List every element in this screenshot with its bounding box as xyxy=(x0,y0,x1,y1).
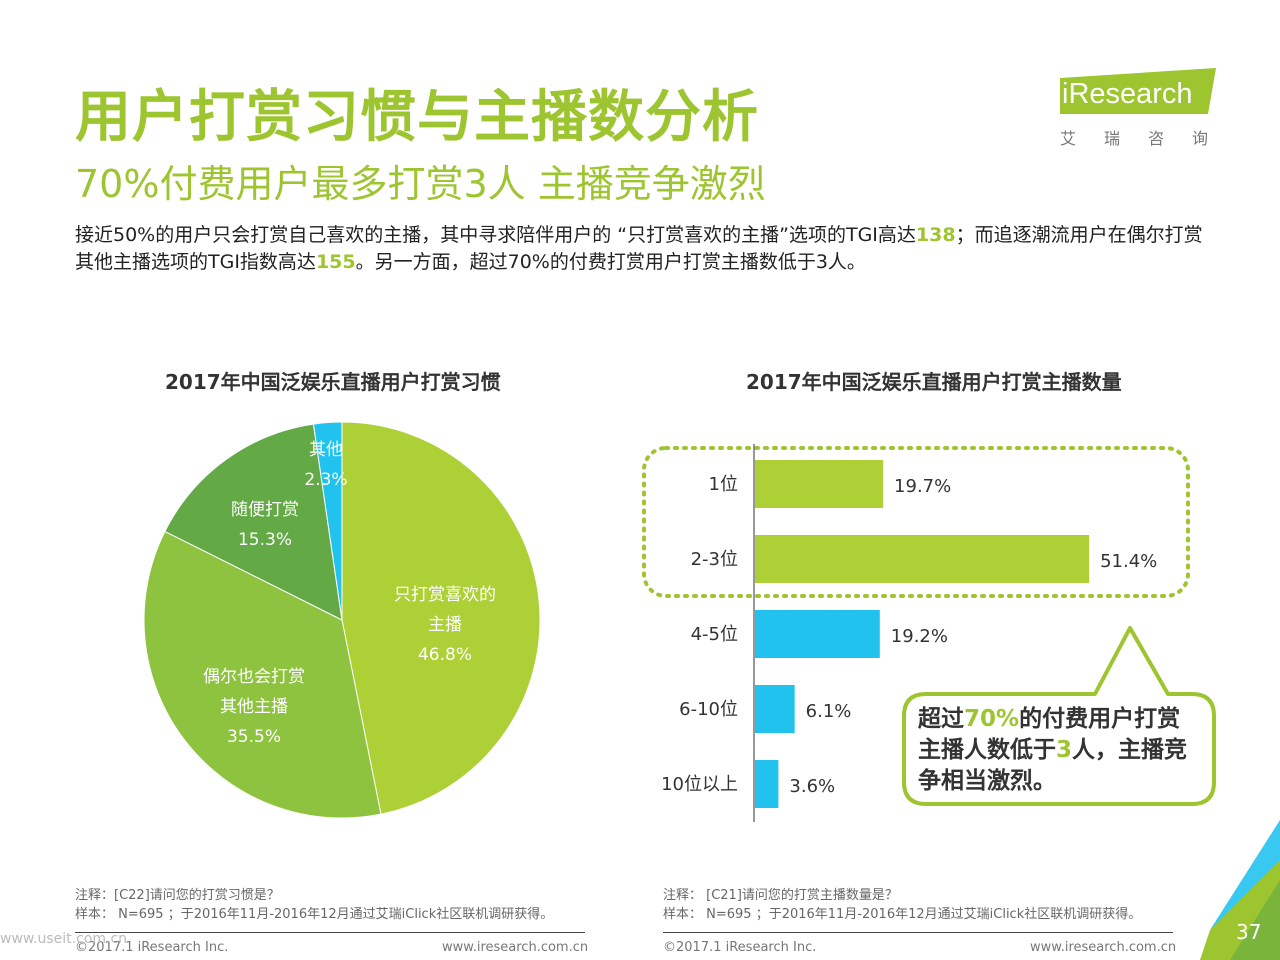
bar xyxy=(755,610,880,658)
corner-decoration xyxy=(1200,820,1280,960)
value-label: 3.6% xyxy=(789,776,835,797)
iresearch-logo xyxy=(1060,68,1216,114)
pie-slice-label: 主播 xyxy=(428,615,462,635)
copyright: ©2017.1 iResearch Inc. xyxy=(663,940,817,955)
pie-slice xyxy=(143,530,382,819)
note-left: 注释：[C22]请问您的打赏习惯是？ 样本： N=695 ；于2016年11月-… xyxy=(75,886,553,924)
pie-slice-label: 其他主播 xyxy=(220,697,288,717)
bar xyxy=(755,685,795,733)
pie-slice xyxy=(312,421,343,621)
pie-slice-label: 只打赏喜欢的 xyxy=(394,585,496,605)
summary-text: 接近50%的用户只会打赏自己喜欢的主播，其中寻求陪伴用户的 “只打赏喜欢的主播”… xyxy=(75,224,1203,273)
tgi-value-1: 138 xyxy=(915,224,956,246)
page-title: 用户打赏习惯与主播数分析 xyxy=(75,85,759,150)
category-label: 10位以上 xyxy=(661,774,738,795)
note-question: 注释：[C22]请问您的打赏习惯是？ xyxy=(75,888,280,903)
category-label: 1位 xyxy=(709,474,738,495)
bar-chart-title: 2017年中国泛娱乐直播用户打赏主播数量 xyxy=(746,370,1122,394)
pie-slice xyxy=(341,421,541,815)
note-right: 注释： [C21]请问您的打赏主播数量是？ 样本： N=695 ；于2016年1… xyxy=(663,886,1141,924)
bar xyxy=(755,460,884,508)
value-label: 6.1% xyxy=(806,701,852,722)
footer-divider xyxy=(75,932,585,933)
pie-slice-label: 偶尔也会打赏 xyxy=(203,667,305,687)
watermark: www.useit.com.cn xyxy=(0,931,128,947)
footer-divider xyxy=(663,932,1173,933)
value-label: 19.7% xyxy=(894,476,951,497)
pie-value-label: 15.3% xyxy=(238,530,292,550)
copyright: ©2017.1 iResearch Inc. xyxy=(75,940,229,955)
note-question: 注释： [C21]请问您的打赏主播数量是？ xyxy=(663,888,898,903)
category-label: 6-10位 xyxy=(679,699,738,720)
callout-box xyxy=(902,626,1216,806)
pie-value-label: 2.3% xyxy=(304,470,347,490)
bar xyxy=(755,760,779,808)
pie-slice-label: 其他 xyxy=(309,440,343,460)
category-label: 4-5位 xyxy=(691,624,738,645)
pie-value-label: 35.5% xyxy=(227,727,281,747)
note-sample: 样本： N=695 ；于2016年11月-2016年12月通过艾瑞iClick社… xyxy=(663,907,1142,922)
value-label: 19.2% xyxy=(891,626,948,647)
pie-value-label: 46.8% xyxy=(418,645,472,665)
logo-text: iResearch xyxy=(1062,78,1193,110)
footer-url[interactable]: www.iresearch.com.cn xyxy=(1030,940,1177,955)
tgi-value-2: 155 xyxy=(315,251,356,273)
bar xyxy=(755,535,1090,583)
footer-url[interactable]: www.iresearch.com.cn xyxy=(442,940,589,955)
callout-text: 超过70%的付费用户打赏主播人数低于3人，主播竞争相当激烈。 xyxy=(918,706,1188,794)
pie-slice-label: 随便打赏 xyxy=(231,500,299,520)
pie-slice xyxy=(164,423,343,621)
highlight-dotted-box xyxy=(642,446,1190,598)
logo-cn-text: 艾瑞咨询 xyxy=(1060,129,1237,148)
page-number: 37 xyxy=(1236,920,1262,944)
value-label: 51.4% xyxy=(1100,551,1157,572)
bar-chart: 1位 19.7% 2-3位 51.4% 4-5位 19.2% 6-10位 6.1% 10位以上 3… xyxy=(642,444,1216,822)
note-sample: 样本： N=695 ；于2016年11月-2016年12月通过艾瑞iClick社… xyxy=(75,907,554,922)
page-subtitle: 70%付费用户最多打赏3人 主播竞争激烈 xyxy=(75,162,766,206)
category-label: 2-3位 xyxy=(691,549,738,570)
pie-chart-title: 2017年中国泛娱乐直播用户打赏习惯 xyxy=(165,370,501,394)
